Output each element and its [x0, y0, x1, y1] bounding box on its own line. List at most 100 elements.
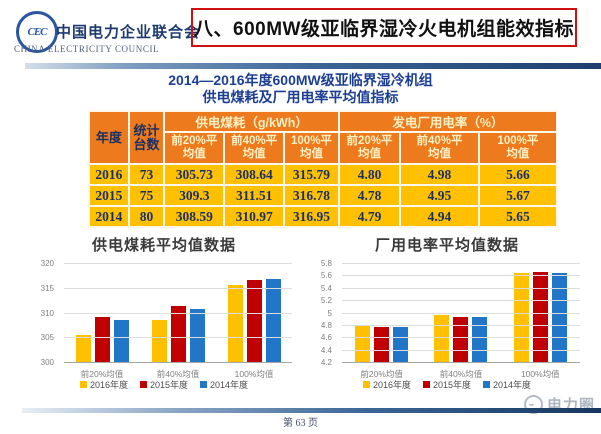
subheader-label: 前40%平均值	[231, 135, 278, 160]
y-tick-label: 315	[40, 283, 54, 293]
y-tick-label: 4.2	[320, 358, 332, 367]
cell-value: 4.80	[337, 163, 402, 186]
cell-value: 4.98	[399, 163, 480, 186]
x-category-label: 前20%均值	[80, 369, 124, 379]
bar-2015年度	[374, 327, 390, 363]
gridline	[342, 275, 580, 277]
gridline	[342, 337, 580, 339]
bar-2016年度	[434, 314, 450, 363]
x-category-label: 前20%均值	[360, 369, 403, 379]
plot-area: 前20%均值 前40%均值 100%均值	[64, 263, 292, 379]
bar-2014年度	[393, 326, 409, 363]
bar-2014年度	[113, 320, 129, 363]
gridline	[342, 300, 580, 302]
bars	[227, 264, 281, 363]
table-row: 2016 73 305.73 308.64 315.79 4.80 4.98 5…	[88, 163, 559, 186]
legend-item: 2014年度	[200, 378, 248, 391]
cell-units: 75	[127, 184, 166, 207]
y-tick-label: 5.8	[320, 259, 332, 268]
plot-area: 前20%均值 前40%均值 100%均值	[342, 263, 580, 379]
cell-value: 316.95	[283, 205, 340, 228]
bar-2015年度	[246, 279, 262, 363]
cell-value: 305.73	[163, 163, 226, 186]
chart-legend: 2016年度 2015年度 2014年度	[28, 378, 300, 391]
cec-logo-monogram: CEC	[27, 26, 47, 38]
cell-year: 2016	[88, 163, 130, 186]
y-tick-label: 5.6	[320, 271, 332, 281]
y-tick-label: 300	[40, 358, 54, 367]
legend-label: 2014年度	[493, 380, 532, 390]
y-tick-label: 4.4	[320, 345, 332, 355]
bars	[434, 264, 488, 363]
slide-title: 八、600MW级亚临界湿冷火电机组能效指标	[194, 19, 574, 40]
x-category-label: 100%均值	[234, 369, 274, 379]
bar-2014年度	[472, 317, 488, 363]
cell-value: 4.94	[399, 205, 480, 228]
subheader-label: 前20%平均值	[171, 135, 218, 160]
bars	[513, 264, 567, 363]
bar-group: 100%均值	[216, 264, 292, 379]
table-title-line2: 供电煤耗及厂用电率平均值指标	[202, 89, 399, 105]
legend-swatch-icon	[362, 381, 370, 388]
cell-year: 2014	[88, 205, 130, 228]
legend-swatch-icon	[422, 381, 430, 388]
subheader: 100%平均值	[283, 131, 340, 165]
cell-value: 4.95	[399, 184, 480, 207]
bar-groups: 前20%均值 前40%均值 100%均值	[64, 264, 292, 379]
gridline	[64, 362, 292, 363]
legend-label: 2015年度	[432, 380, 472, 390]
cell-year: 2015	[88, 184, 130, 207]
cell-value: 309.3	[163, 184, 226, 207]
bar-2014年度	[189, 308, 205, 363]
legend-label: 2016年度	[89, 380, 128, 390]
col-group-coal: 供电煤耗（g/kWh）	[163, 110, 340, 133]
bar-2016年度	[227, 284, 243, 363]
subheader: 前40%平均值	[399, 131, 480, 165]
bars	[151, 264, 205, 363]
cell-value: 5.65	[477, 205, 559, 228]
bar-group: 100%均值	[501, 264, 580, 379]
legend-swatch-icon	[200, 381, 208, 388]
legend-item: 2015年度	[139, 378, 188, 391]
gridline	[342, 349, 580, 351]
col-header-year: 年度	[88, 110, 130, 165]
x-category-label: 100%均值	[520, 369, 560, 379]
bar-group: 前20%均值	[342, 264, 421, 379]
cell-value: 4.79	[337, 205, 402, 228]
subheader: 100%平均值	[477, 131, 559, 165]
bar-2016年度	[151, 320, 167, 363]
org-name-chinese: 中国电力企业联合会	[56, 24, 201, 41]
legend-swatch-icon	[139, 381, 147, 388]
table-title-line1: 2014—2016年度600MW级亚临界湿冷机组	[168, 72, 433, 88]
table-row: 2014 80 308.59 310.97 316.95 4.79 4.94 5…	[88, 205, 559, 228]
org-name-english: CHINA ELECTRICITY COUNCIL	[14, 44, 160, 54]
gridline	[342, 287, 580, 289]
bar-2015年度	[94, 316, 110, 363]
gridline	[342, 324, 580, 326]
cell-value: 308.59	[163, 205, 226, 228]
cell-value: 4.78	[337, 184, 402, 207]
legend-item: 2014年度	[483, 378, 531, 391]
bar-2014年度	[551, 273, 567, 363]
y-tick-label: 305	[40, 333, 54, 343]
bar-2015年度	[453, 316, 469, 363]
chart-aux-power-rate: 厂用电率平均值数据 4.2 4.4 4.6 4.8 5 5.2 5.4 5.6 5.8 前20%…	[306, 226, 588, 398]
bar-2016年度	[75, 334, 91, 363]
indicator-table: 年度 统计台数 供电煤耗（g/kWh） 发电厂用电率（%） 前20%平均值 前4…	[88, 110, 559, 228]
cell-value: 5.66	[477, 163, 559, 186]
cell-value: 310.97	[223, 205, 286, 228]
cell-value: 5.67	[477, 184, 559, 207]
y-tick-label: 310	[40, 308, 54, 318]
bar-2015年度	[532, 272, 548, 363]
cec-logo-icon: CEC	[16, 11, 58, 53]
gridline	[342, 362, 580, 363]
y-axis-labels: 300 305 310 315 320	[28, 260, 58, 367]
chart-title: 供电煤耗平均值数据	[91, 237, 236, 254]
cell-value: 311.51	[223, 184, 286, 207]
y-tick-label: 4.8	[320, 320, 332, 330]
legend-swatch-icon	[483, 381, 491, 388]
power-circle-logo-icon	[523, 395, 543, 414]
bar-group: 前40%均值	[140, 264, 216, 379]
chart-title: 厂用电率平均值数据	[374, 237, 519, 254]
